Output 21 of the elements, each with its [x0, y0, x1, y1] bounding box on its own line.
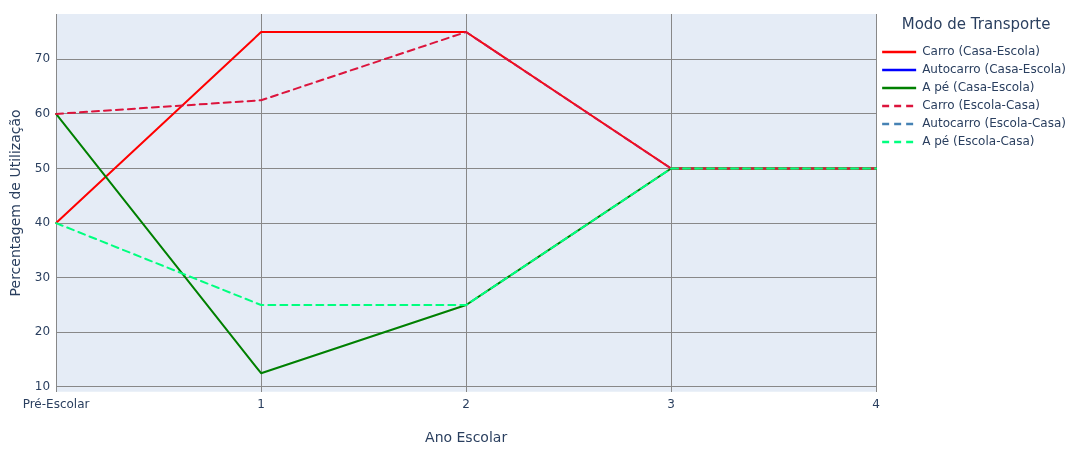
x-tick-label: 4 [872, 397, 880, 412]
legend-label: Autocarro (Casa-Escola) [922, 62, 1067, 77]
y-tick-label: 40 [34, 215, 51, 230]
legend-title: Modo de Transporte [901, 15, 1051, 34]
x-tick-label: 1 [257, 397, 265, 412]
x-tick-label: 3 [667, 397, 675, 412]
legend-label: Carro (Escola-Casa) [922, 98, 1040, 113]
y-tick-label: 30 [34, 269, 51, 284]
legend-label: A pé (Casa-Escola) [922, 80, 1035, 95]
y-tick-label: 20 [34, 324, 51, 339]
x-axis-title: Ano Escolar [425, 429, 508, 446]
y-tick-label: 60 [34, 106, 51, 121]
y-axis-title: Percentagem de Utilização [7, 109, 24, 297]
legend-label: A pé (Escola-Casa) [922, 134, 1035, 149]
x-tick-label: Pré-Escolar [22, 397, 90, 412]
y-tick-label: 50 [34, 160, 51, 175]
y-tick-label: 70 [34, 51, 51, 66]
legend-label: Autocarro (Escola-Casa) [922, 116, 1067, 131]
x-tick-label: 2 [462, 397, 470, 412]
legend-label: Carro (Casa-Escola) [922, 44, 1040, 59]
y-tick-label: 10 [34, 379, 51, 394]
